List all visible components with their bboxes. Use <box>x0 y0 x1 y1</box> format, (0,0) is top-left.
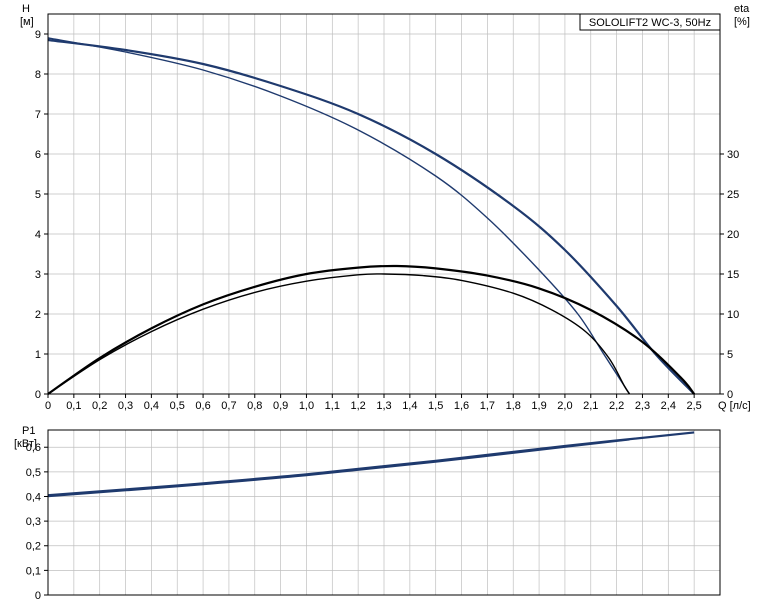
x-tick-label: 2,3 <box>635 400 650 412</box>
x-tick-label: 0,2 <box>92 400 107 412</box>
bottom-y-label-1: P1 <box>22 425 35 437</box>
x-tick-label: 1,7 <box>480 400 495 412</box>
y-right-label-2: [%] <box>734 16 750 28</box>
y-left-tick-label: 8 <box>35 69 41 81</box>
x-tick-label: 0,9 <box>273 400 288 412</box>
y-left-tick-label: 3 <box>35 269 41 281</box>
y-left-tick-label: 0,4 <box>26 491 41 503</box>
x-tick-label: 1,9 <box>531 400 546 412</box>
x-tick-label: 0,8 <box>247 400 262 412</box>
chart-container: 0 1 2 3 4 5 6 7 8 9 0 5 10 15 20 25 30 0 0,1 0,2 0,3 0,4 0,5 0,… <box>0 0 774 611</box>
x-tick-label: 1,0 <box>299 400 314 412</box>
x-tick-label: 0 <box>45 400 51 412</box>
x-tick-label: 2,1 <box>583 400 598 412</box>
x-tick-label: 1,3 <box>376 400 391 412</box>
y-left-label-2: [м] <box>20 16 34 28</box>
y-right-tick-label: 10 <box>727 309 739 321</box>
x-tick-label: 1,5 <box>428 400 443 412</box>
x-tick-label: 1,2 <box>351 400 366 412</box>
y-left-tick-label: 4 <box>35 229 41 241</box>
y-left-tick-label: 5 <box>35 189 41 201</box>
y-right-tick-label: 15 <box>727 269 739 281</box>
x-tick-label: 1,4 <box>402 400 417 412</box>
eta-curve-2 <box>48 274 630 394</box>
x-tick-label: 0,1 <box>66 400 81 412</box>
x-tick-label: 1,1 <box>325 400 340 412</box>
chart-svg: 0 1 2 3 4 5 6 7 8 9 0 5 10 15 20 25 30 0 0,1 0,2 0,3 0,4 0,5 0,… <box>0 0 774 611</box>
x-tick-label: 0,5 <box>170 400 185 412</box>
y-left-tick-label: 0,5 <box>26 467 41 479</box>
y-left-tick-label: 0,3 <box>26 516 41 528</box>
x-tick-label: 1,8 <box>506 400 521 412</box>
y-left-tick-label: 0 <box>35 590 41 602</box>
y-left-tick-label: 0,1 <box>26 565 41 577</box>
bottom-y-label-2: [кВт] <box>14 438 37 450</box>
y-left-tick-label: 6 <box>35 149 41 161</box>
y-left-label-1: H <box>22 3 30 15</box>
chart-title: SOLOLIFT2 WC-3, 50Hz <box>589 17 711 29</box>
y-right-tick-label: 25 <box>727 189 739 201</box>
x-tick-label: 0,6 <box>195 400 210 412</box>
head-curve-2 <box>48 38 630 394</box>
x-label: Q [л/с] <box>718 400 751 412</box>
head-curve-1 <box>48 40 694 394</box>
y-left-tick-label: 1 <box>35 349 41 361</box>
x-tick-label: 0,7 <box>221 400 236 412</box>
x-tick-label: 2,0 <box>557 400 572 412</box>
x-tick-label: 2,5 <box>687 400 702 412</box>
y-left-tick-label: 0,2 <box>26 541 41 553</box>
y-left-tick-label: 9 <box>35 29 41 41</box>
y-right-tick-label: 20 <box>727 229 739 241</box>
x-tick-label: 1,6 <box>454 400 469 412</box>
x-tick-label: 2,2 <box>609 400 624 412</box>
x-tick-label: 0,3 <box>118 400 133 412</box>
y-right-tick-label: 30 <box>727 149 739 161</box>
y-right-tick-label: 5 <box>727 349 733 361</box>
y-right-label-1: eta <box>734 3 750 15</box>
y-left-tick-label: 7 <box>35 109 41 121</box>
y-left-tick-label: 0 <box>35 389 41 401</box>
y-left-tick-label: 2 <box>35 309 41 321</box>
x-tick-label: 2,4 <box>661 400 676 412</box>
x-tick-label: 0,4 <box>144 400 159 412</box>
power-curve-1 <box>48 432 694 495</box>
